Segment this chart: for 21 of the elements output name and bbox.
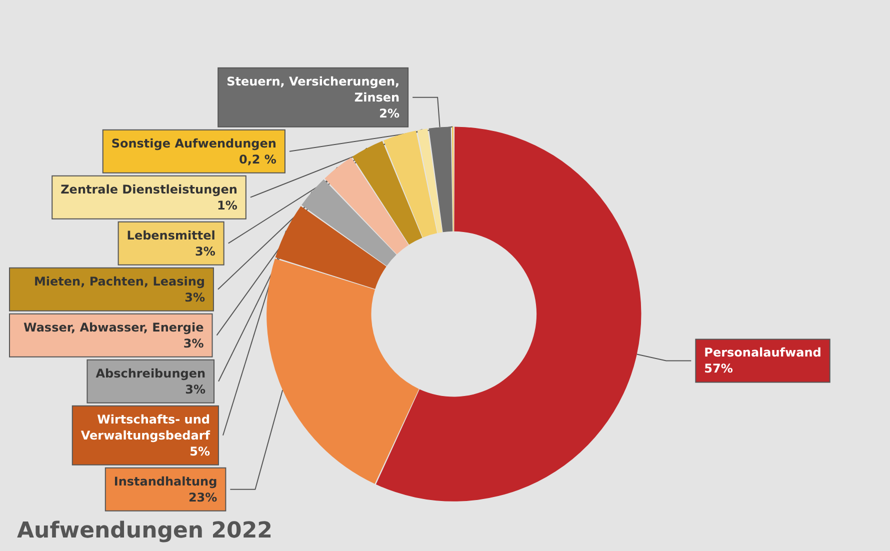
slice-label: Sonstige Aufwendungen: [111, 136, 276, 150]
slice-label: Mieten, Pachten, Leasing: [34, 274, 205, 288]
slice-label: Wasser, Abwasser, Energie: [24, 320, 204, 334]
data-label: 5%: [190, 444, 210, 458]
slice-label: Wirtschafts- und Verwaltungsbedarf: [80, 412, 211, 442]
data-label: 3%: [183, 336, 204, 350]
data-label: 3%: [194, 244, 216, 258]
slice-label: Lebensmittel: [126, 228, 216, 242]
data-label: 1%: [217, 198, 238, 212]
text: Aufwendungen 2022: [17, 518, 272, 544]
slice-label: Personalaufwand: [704, 346, 822, 360]
data-label: 3%: [184, 290, 205, 304]
slice-label: Steuern, Versicherungen, Zinsen: [226, 74, 400, 104]
data-label: 23%: [188, 490, 218, 504]
data-label: 3%: [185, 382, 206, 396]
slice-label: Instandhaltung: [114, 474, 218, 488]
slice-label: Abschreibungen: [96, 366, 206, 380]
data-label: 57%: [704, 362, 733, 376]
data-label: 2%: [379, 106, 400, 120]
data-label: 0,2 %: [238, 152, 276, 166]
slice-label: Zentrale Dienstleistungen: [60, 182, 238, 196]
